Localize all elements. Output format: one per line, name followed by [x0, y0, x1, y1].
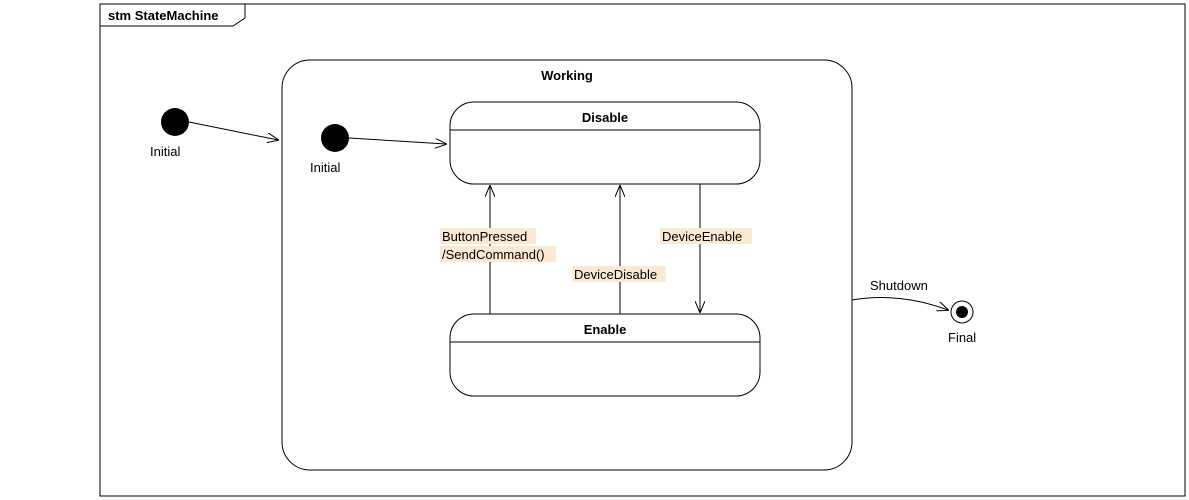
transition-initial-to-working: [189, 122, 278, 140]
final-state-label: Final: [948, 330, 976, 345]
transition-inner-initial-to-disable: [349, 138, 446, 144]
disable-state-label: Disable: [582, 110, 628, 125]
frame-title: stm StateMachine: [108, 8, 219, 23]
working-state-label: Working: [541, 68, 593, 83]
frame-border: [100, 4, 1185, 496]
label-button-pressed-1: ButtonPressed: [442, 229, 527, 244]
label-device-enable: DeviceEnable: [662, 229, 742, 244]
label-device-disable: DeviceDisable: [574, 267, 657, 282]
transition-shutdown: [852, 298, 948, 310]
outer-initial-label: Initial: [150, 144, 180, 159]
inner-initial-label: Initial: [310, 160, 340, 175]
inner-initial-dot: [321, 124, 349, 152]
outer-initial-dot: [161, 108, 189, 136]
label-shutdown: Shutdown: [870, 278, 928, 293]
enable-state-label: Enable: [584, 322, 627, 337]
final-state-inner: [956, 306, 968, 318]
label-button-pressed-2: /SendCommand(): [442, 247, 545, 262]
working-state: [282, 60, 852, 470]
